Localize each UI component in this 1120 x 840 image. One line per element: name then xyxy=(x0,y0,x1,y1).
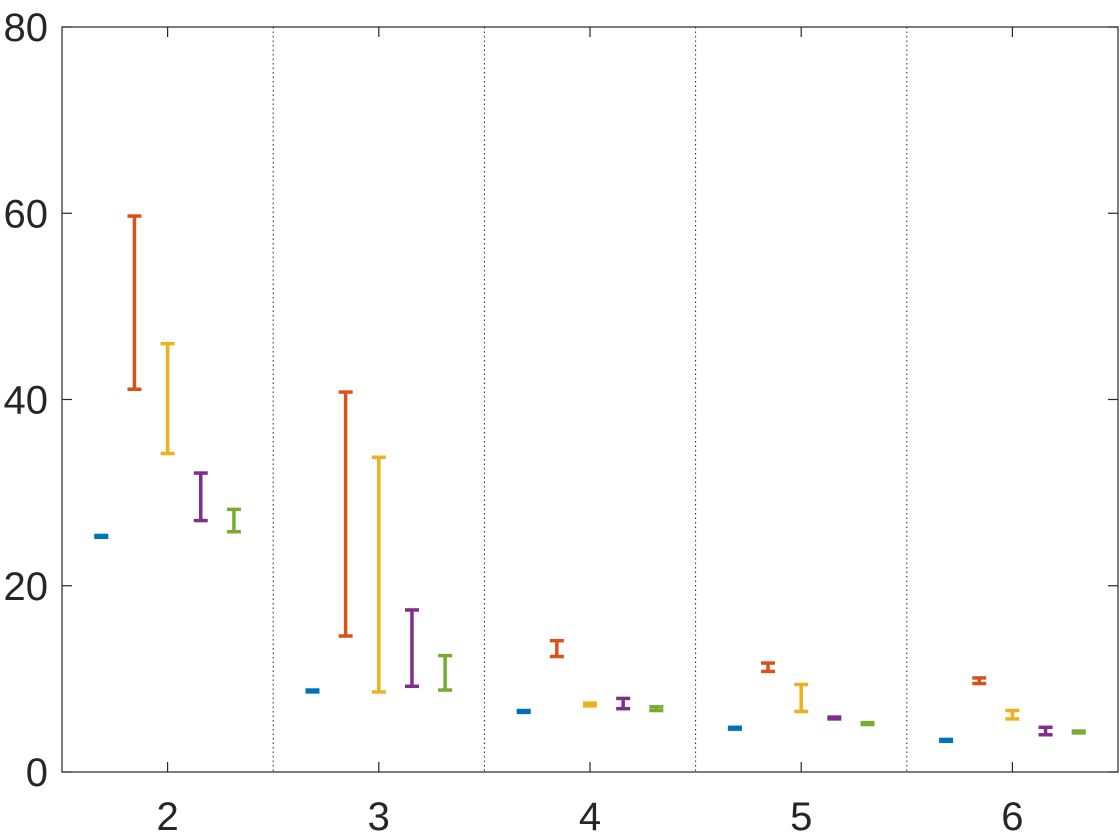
error-bar xyxy=(404,608,419,689)
error-bar xyxy=(860,720,875,727)
error-bar xyxy=(94,533,109,540)
x-tick-label: 4 xyxy=(579,795,601,839)
x-tick-label: 6 xyxy=(1001,795,1023,839)
error-bar xyxy=(1005,708,1020,721)
error-bar xyxy=(338,390,353,638)
x-tick-label: 3 xyxy=(368,795,390,839)
axes xyxy=(61,26,1119,773)
y-tick-label: 80 xyxy=(4,6,49,50)
x-tick-label: 5 xyxy=(790,795,812,839)
error-bar xyxy=(549,638,564,659)
group-separators xyxy=(272,27,908,772)
y-tick-label: 40 xyxy=(4,379,49,423)
error-bar xyxy=(583,701,597,708)
error-bar xyxy=(160,341,175,456)
x-tick-label: 2 xyxy=(156,795,178,839)
error-bar xyxy=(649,705,664,713)
error-bar xyxy=(794,682,809,714)
error-bar xyxy=(616,696,631,711)
error-bar xyxy=(371,455,386,694)
error-bar xyxy=(761,661,776,674)
error-bar xyxy=(305,688,320,694)
error-bar xyxy=(438,653,453,692)
error-bar xyxy=(226,507,241,534)
y-tick-label: 60 xyxy=(4,192,49,236)
error-bar xyxy=(193,471,208,523)
error-bar xyxy=(1071,729,1086,735)
error-bar xyxy=(972,676,987,686)
error-bar xyxy=(827,715,842,721)
tick-labels: 0 20 40 60 80 2 3 4 5 6 xyxy=(4,6,1024,839)
error-bar xyxy=(1038,725,1053,737)
plot-frame xyxy=(61,26,1119,773)
y-tick-label: 20 xyxy=(4,565,49,609)
error-bar xyxy=(516,708,531,715)
error-bar xyxy=(727,725,742,731)
error-bar xyxy=(939,737,954,744)
y-tick-label: 0 xyxy=(26,751,48,795)
error-bar xyxy=(127,214,142,392)
error-bars xyxy=(94,214,1086,744)
